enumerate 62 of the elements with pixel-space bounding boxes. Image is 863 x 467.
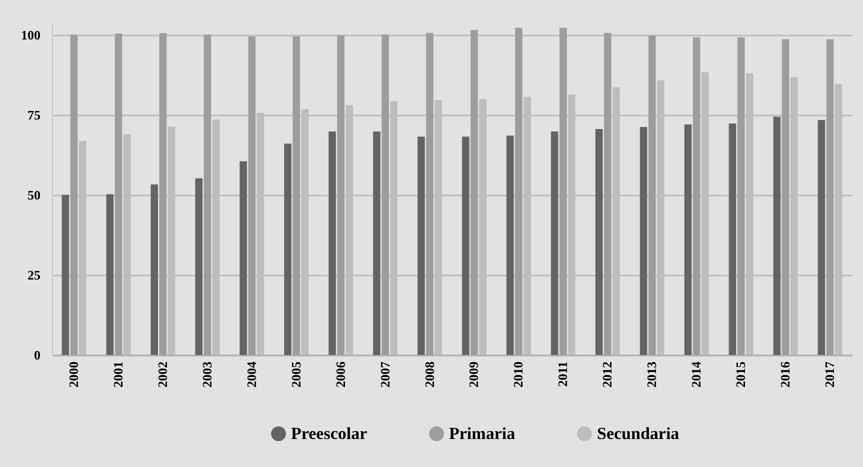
bar [240,161,247,355]
legend-label: Primaria [449,424,516,443]
x-tick-label: 2000 [66,362,82,388]
x-tick-label: 2014 [688,361,704,388]
bar [692,37,700,355]
x-tick-label: 2004 [244,361,259,388]
x-tick-label: 2008 [422,361,437,388]
bar [204,34,212,355]
x-tick-label: 2009 [466,361,482,388]
x-tick-label: 2013 [644,361,660,388]
bar [640,127,648,355]
x-tick-label: 2005 [288,361,304,388]
bar [292,36,300,355]
bar [70,34,78,355]
x-tick-label: 2016 [778,361,793,388]
bar [248,36,256,355]
bar [595,128,603,355]
x-tick-label: 2001 [110,362,126,388]
bar [106,194,114,355]
bar [773,116,781,355]
bar [560,28,567,355]
y-tick-label: 25 [28,267,41,282]
bar [550,132,558,355]
bar [782,39,790,355]
bar [114,34,122,355]
x-tick-label: 2002 [154,362,170,388]
bar [426,32,434,355]
bar [684,124,692,355]
bar [737,37,745,355]
legend-label: Preescolar [291,424,368,443]
bar [373,132,380,355]
bar [648,35,656,355]
x-tick-label: 2010 [510,362,526,388]
bar [337,35,344,355]
legend-label: Secundaria [597,424,680,443]
y-tick-label: 100 [21,27,40,42]
bar [328,132,336,355]
bar [604,32,612,355]
x-tick-label: 2007 [377,361,392,388]
x-tick-label: 2003 [199,361,214,388]
x-tick-label: 2012 [600,362,615,388]
y-tick-label: 0 [34,348,40,362]
x-tick-label: 2015 [733,361,748,388]
bar [150,184,158,355]
x-tick-label: 2006 [332,361,348,388]
bar [284,144,292,355]
bar [818,120,826,355]
bar [159,33,167,355]
x-tick-label: 2011 [555,362,570,387]
bar [515,28,522,355]
bar [195,178,202,355]
bar [470,30,478,355]
bar [826,39,834,355]
bar [418,136,425,355]
bar [462,136,470,355]
bar [382,34,389,355]
y-tick-label: 50 [28,187,40,202]
bar [506,136,514,355]
bar [728,124,736,355]
y-tick-label: 75 [28,107,41,122]
x-tick-label: 2017 [822,361,837,388]
bar [62,194,70,355]
